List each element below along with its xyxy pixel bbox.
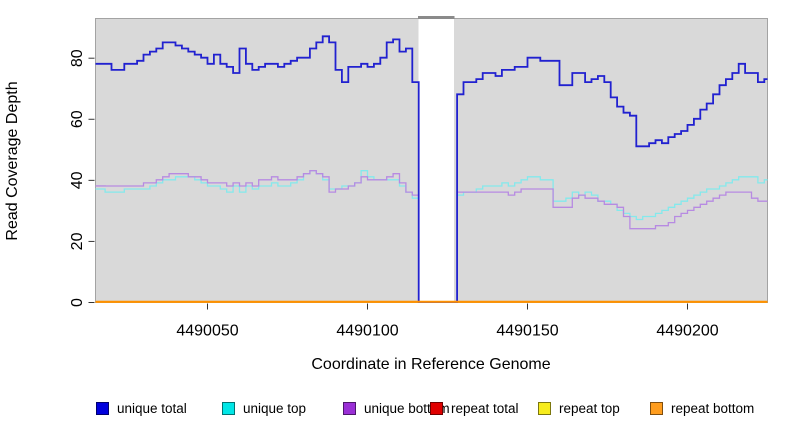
y-tick-label: 80: [69, 49, 86, 67]
repeat-top-swatch: [538, 401, 551, 415]
legend-item-repeat-total: repeat total: [430, 399, 519, 417]
gap-cap-mark: [418, 16, 455, 19]
unique-bottom-swatch: [343, 401, 356, 415]
repeat-total-swatch: [430, 401, 443, 415]
legend-item-unique-bottom: unique bottom: [343, 399, 450, 417]
legend-label: unique bottom: [364, 400, 450, 416]
legend: unique total unique top unique bottom re…: [0, 399, 792, 421]
coverage-gap-band: [418, 19, 454, 302]
x-tick-label: 4490050: [176, 323, 238, 340]
legend-label: repeat total: [451, 400, 519, 416]
x-tick-label: 4490200: [656, 323, 718, 340]
y-axis-title: Read Coverage Depth: [4, 81, 21, 241]
legend-label: unique top: [243, 400, 307, 416]
legend-item-repeat-bottom: repeat bottom: [650, 399, 754, 417]
series-line-unique-total: [95, 35, 768, 303]
repeat-bottom-swatch: [650, 401, 663, 415]
unique-total-swatch: [96, 401, 109, 415]
legend-label: repeat bottom: [671, 400, 755, 416]
y-tick-label: 60: [69, 110, 86, 128]
legend-item-repeat-top: repeat top: [538, 399, 620, 417]
x-axis-title: Coordinate in Reference Genome: [311, 356, 551, 373]
x-tick-label: 4490100: [336, 323, 398, 340]
plot-canvas: 4490050 4490100 4490150 4490200 0 20 40 60 80: [69, 16, 768, 340]
unique-top-swatch: [222, 401, 235, 415]
y-tick-label: 0: [69, 298, 86, 307]
y-tick-label: 20: [69, 232, 86, 250]
legend-item-unique-total: unique total: [96, 399, 187, 417]
y-tick-label: 40: [69, 171, 86, 189]
legend-label: repeat top: [559, 400, 620, 416]
legend-item-unique-top: unique top: [222, 399, 306, 417]
legend-label: unique total: [117, 400, 187, 416]
x-tick-label: 4490150: [496, 323, 558, 340]
